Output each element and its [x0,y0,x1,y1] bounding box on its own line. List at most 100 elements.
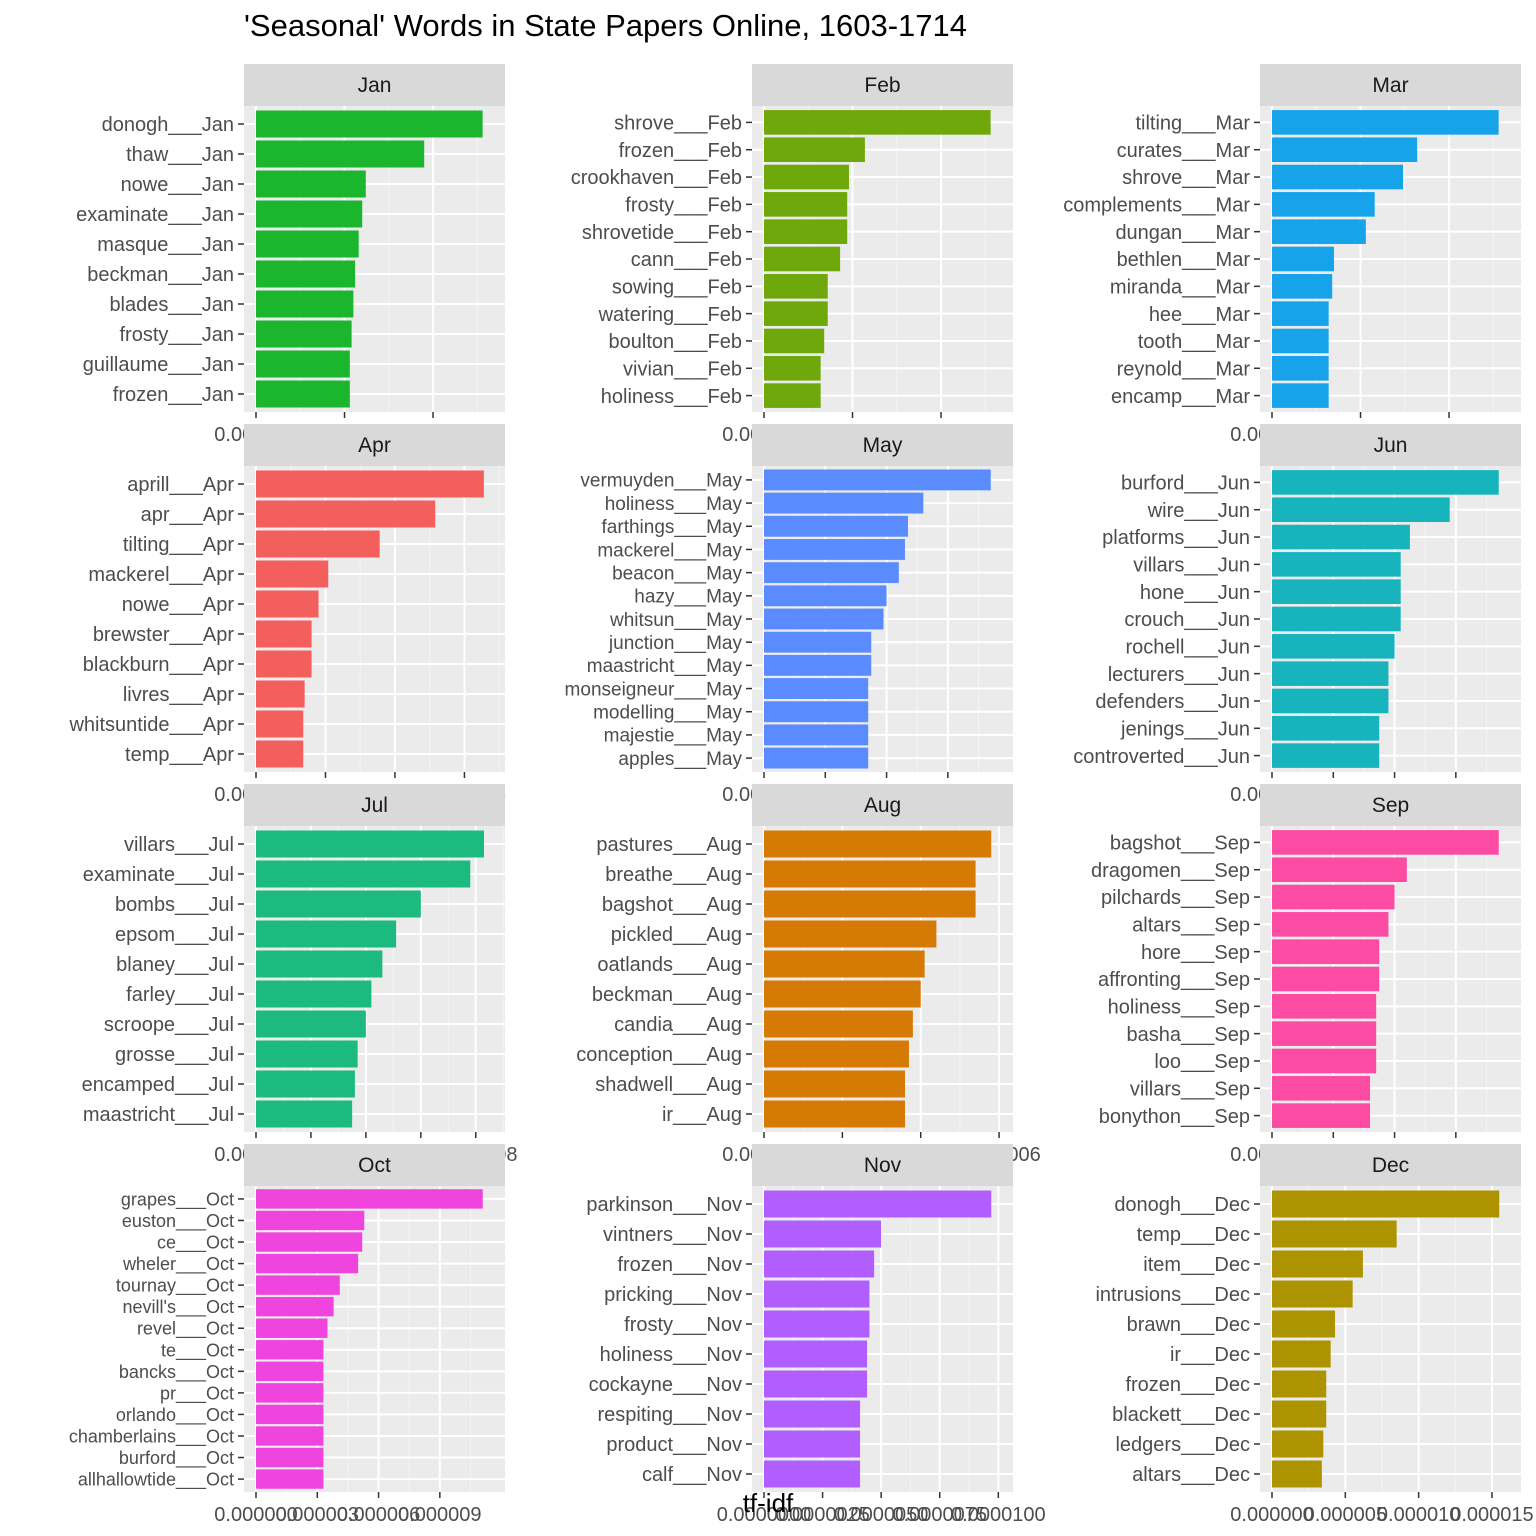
bar [256,890,421,918]
y-tick-label: maastricht___May [587,656,743,677]
bar [764,515,909,537]
y-tick-label: vintners___Nov [603,1224,742,1246]
y-tick-label: farley___Jul [126,984,234,1006]
y-tick-label: scroope___Jul [104,1014,234,1036]
y-tick-label: villars___Jul [124,834,234,856]
bar [764,492,924,514]
y-tick-label: ir___Aug [662,1104,742,1126]
y-tick-label: villars___Sep [1130,1078,1250,1100]
x-tick-label: 0.000000 [1230,1504,1313,1526]
bar [1272,1340,1331,1368]
y-tick-label: bombs___Jul [115,894,234,916]
bar [1272,579,1401,604]
bar [764,1070,906,1098]
bar [256,380,350,408]
bar [256,260,356,288]
y-tick-label: candia___Aug [614,1014,742,1036]
bar [764,1340,868,1368]
bar [256,170,366,198]
panel-jan: Jan donogh___Jan thaw___Jan nowe___Janexami… [76,64,505,446]
y-tick-label: farthings___May [602,517,743,538]
y-tick-label: loo___Sep [1154,1051,1250,1073]
bar [256,830,485,858]
bar [256,560,329,588]
y-tick-label: burford___Oct [119,1448,234,1469]
y-tick-label: crouch___Jun [1124,609,1250,631]
bar [764,328,825,354]
y-tick-label: ir___Dec [1170,1344,1250,1366]
panel-strip [244,784,505,826]
y-tick-label: altars___Dec [1132,1464,1250,1486]
bar [764,110,991,135]
y-tick-label: crookhaven___Feb [571,167,742,189]
bar [764,301,828,326]
y-tick-label: defenders___Jun [1095,691,1250,713]
bar [256,1232,363,1252]
y-tick-label: bagshot___Sep [1110,833,1250,855]
y-tick-label: revel___Oct [137,1319,234,1340]
panel-jun: Jun burford___Jun wire___Jun platforms___Ju… [1073,424,1521,806]
bar [764,164,849,190]
y-tick-label: villars___Jun [1133,555,1250,577]
x-tick-label: 0.000010 [1377,1504,1460,1526]
bar [256,1253,359,1274]
panel-strip [1260,424,1521,466]
bar [764,950,925,978]
bar [764,920,937,948]
bar [256,320,352,348]
y-tick-label: grosse___Jul [115,1044,234,1066]
bar [1272,552,1401,577]
bar [764,562,899,584]
bar [256,1040,358,1068]
y-tick-label: encamped___Jul [82,1074,234,1096]
panel-strip [752,424,1013,466]
bar [256,920,397,948]
y-tick-label: examinate___Jul [83,864,234,886]
bar [256,1426,324,1446]
y-tick-label: frozen___Nov [617,1254,742,1276]
bar [764,1400,861,1428]
bar [1272,1075,1371,1101]
y-tick-label: mackerel___Apr [88,564,234,586]
bar [764,219,848,244]
y-tick-label: cann___Feb [631,249,742,271]
y-tick-label: affronting___Sep [1098,969,1250,991]
y-tick-label: platforms___Jun [1102,527,1250,549]
y-tick-label: pricking___Nov [604,1284,742,1306]
y-tick-label: pastures___Aug [596,834,742,856]
bar [256,1340,324,1360]
panel-sep: Sep bagshot___Sep dragomen___Sep pilchards_… [1091,784,1521,1166]
bar [1272,715,1380,741]
y-tick-label: jenings___Jun [1120,718,1250,740]
bar [256,710,304,738]
y-tick-label: hore___Sep [1141,942,1250,964]
y-tick-label: tooth___Mar [1138,331,1251,353]
y-tick-label: beckman___Aug [592,984,742,1006]
panel-dec: Dec donogh___Dec temp___Dec item___Decintru… [1095,1144,1534,1526]
y-tick-label: majestie___May [604,726,743,747]
bar [1272,246,1334,272]
bar [1272,164,1404,190]
y-tick-label: tilting___Apr [123,534,235,556]
panel-strip-label: Oct [358,1154,391,1177]
y-tick-label: holiness___Sep [1108,997,1250,1019]
y-tick-label: frosty___Jan [119,324,234,346]
bar [1272,137,1418,163]
y-tick-label: apples___May [618,749,742,770]
y-tick-label: sowing___Feb [612,277,742,299]
bar [256,1404,324,1425]
panel-may: May vermuyden___Mayholiness___Mayfarthing… [565,424,1013,806]
bar [1272,994,1377,1019]
bar [1272,1250,1363,1278]
bar [764,654,872,676]
y-tick-label: respiting___Nov [597,1404,742,1426]
y-tick-label: holiness___Feb [601,386,742,408]
panel-oct: Oct grapes___Octeuston___Octce___Octwhele… [69,1144,505,1526]
bar [1272,661,1389,686]
y-tick-label: bancks___Oct [119,1362,234,1383]
y-tick-label: shrovetide___Feb [582,222,742,244]
panel-strip-label: Jun [1374,434,1408,457]
y-tick-label: blackburn___Apr [83,654,235,676]
bar [256,950,383,978]
